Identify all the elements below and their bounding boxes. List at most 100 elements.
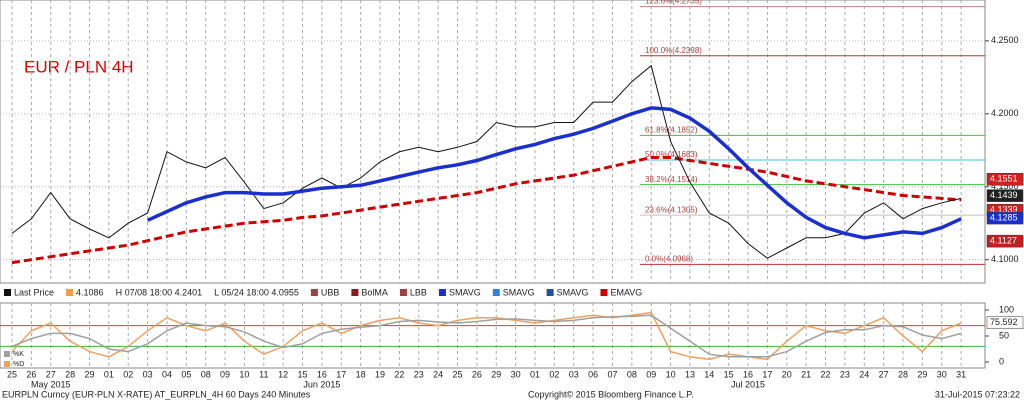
- x-tick-label: 10: [239, 369, 249, 379]
- y-tick-label: 4.1000: [991, 254, 1019, 264]
- x-tick-label: 09: [646, 369, 656, 379]
- legend-swatch: [546, 289, 554, 296]
- x-tick-label: 29: [84, 369, 94, 379]
- legend-item: %K: [13, 351, 24, 358]
- legend-item: SMAVG: [557, 287, 589, 297]
- series-line: [11, 156, 962, 265]
- fib-label: 61.8%(4.1852): [645, 125, 698, 134]
- price-tag-label: 4.1551: [990, 174, 1018, 184]
- x-tick-label: 30: [937, 369, 947, 379]
- month-label: Jun 2015: [303, 379, 340, 389]
- legend-swatch: [351, 289, 359, 296]
- legend-swatch: [492, 289, 500, 296]
- legend-item: Last Price: [14, 287, 54, 297]
- x-tick-label: 04: [162, 369, 172, 379]
- x-tick-label: 02: [549, 369, 559, 379]
- footer-center: Copyright© 2015 Bloomberg Finance L.P.: [528, 389, 694, 399]
- x-tick-label: 09: [220, 369, 230, 379]
- price-tag: [986, 189, 1024, 202]
- x-tick-label: 01: [530, 369, 540, 379]
- legend-item: %D: [13, 361, 24, 368]
- x-tick-label: 03: [569, 369, 579, 379]
- x-tick-label: 15: [298, 369, 308, 379]
- y2-tick-label: 0: [999, 356, 1004, 366]
- x-tick-label: 13: [685, 369, 695, 379]
- price-tag: [986, 234, 1024, 248]
- x-tick-label: 20: [782, 369, 792, 379]
- x-tick-label: 02: [123, 369, 133, 379]
- x-tick-label: 08: [627, 369, 637, 379]
- x-tick-label: 23: [840, 369, 850, 379]
- x-tick-label: 08: [201, 369, 211, 379]
- x-tick-label: 30: [511, 369, 521, 379]
- x-tick-label: 26: [26, 369, 36, 379]
- fib-label: 100.0%(4.2398): [645, 46, 702, 55]
- price-tag-label: 4.1127: [990, 236, 1017, 246]
- legend-swatch: [66, 289, 74, 296]
- x-tick-label: 18: [356, 369, 366, 379]
- x-tick-label: 07: [607, 369, 617, 379]
- x-tick-label: 12: [278, 369, 288, 379]
- x-tick-label: 27: [879, 369, 889, 379]
- x-tick-label: 24: [433, 369, 443, 379]
- x-tick-label: 10: [666, 369, 676, 379]
- series-line: [146, 106, 962, 240]
- fib-label: 123.6%(4.2735): [645, 0, 702, 6]
- series-line: [11, 64, 962, 259]
- y-tick-label: 4.2500: [991, 35, 1019, 45]
- x-tick-label: 17: [336, 369, 346, 379]
- osc-tag-label: 75.592: [990, 317, 1018, 327]
- x-tick-label: 29: [917, 369, 927, 379]
- chart-title: EUR / PLN 4H: [24, 57, 134, 76]
- price-tag: [986, 211, 1024, 225]
- x-tick-label: 25: [453, 369, 463, 379]
- fib-label: 0.0%(4.0968): [645, 254, 693, 263]
- legend-swatch: [310, 289, 318, 296]
- x-tick-label: 16: [743, 369, 753, 379]
- x-tick-label: 16: [317, 369, 327, 379]
- footer-right: 31-Jul-2015 07:23:22: [935, 389, 1020, 399]
- fib-label: 23.6%(4.1305): [645, 205, 698, 214]
- legend-item: UBB: [321, 287, 340, 297]
- legend-item: SMAVG: [503, 287, 535, 297]
- legend-item: H 07/08 18:00 4.2401: [116, 287, 203, 297]
- price-tag-label: 4.1339: [990, 205, 1018, 215]
- legend-item: 4.1086: [76, 287, 104, 297]
- x-tick-label: 01: [104, 369, 114, 379]
- price-tag: [986, 173, 1024, 186]
- main-pane: [0, 0, 986, 284]
- legend-swatch: [399, 289, 407, 296]
- y-tick-label: 4.1500: [991, 181, 1019, 191]
- osc-tag: [986, 316, 1024, 329]
- x-tick-label: 23: [414, 369, 424, 379]
- x-tick-label: 28: [898, 369, 908, 379]
- x-tick-label: 06: [588, 369, 598, 379]
- x-tick-label: 22: [821, 369, 831, 379]
- legend-item: BolMA: [361, 287, 388, 297]
- y2-tick-label: 50: [999, 330, 1009, 340]
- month-label: Jul 2015: [731, 379, 765, 389]
- month-label: May 2015: [31, 379, 71, 389]
- footer-left: EURPLN Curncy (EUR-PLN X-RATE) AT_EURPLN…: [2, 389, 311, 399]
- x-tick-label: 22: [394, 369, 404, 379]
- x-tick-label: 14: [704, 369, 714, 379]
- series-line: [11, 314, 962, 358]
- fib-label: 50.0%(4.1683): [645, 150, 698, 159]
- x-tick-label: 03: [143, 369, 153, 379]
- legend-item: LBB: [410, 287, 427, 297]
- x-tick-label: 27: [46, 369, 56, 379]
- x-tick-label: 11: [259, 369, 268, 379]
- osc-pane: [0, 302, 986, 369]
- x-tick-label: 26: [472, 369, 482, 379]
- legend-swatch: [4, 289, 11, 296]
- legend-swatch: [600, 289, 608, 296]
- legend-swatch: [438, 289, 446, 296]
- legend-item: EMAVG: [610, 287, 642, 297]
- x-tick-label: 29: [491, 369, 501, 379]
- legend-swatch: [4, 361, 10, 367]
- x-tick-label: 05: [181, 369, 191, 379]
- x-tick-label: 24: [859, 369, 869, 379]
- legend-item: SMAVG: [449, 287, 481, 297]
- legend-item: L 05/24 18:00 4.0955: [214, 287, 299, 297]
- x-tick-label: 19: [375, 369, 385, 379]
